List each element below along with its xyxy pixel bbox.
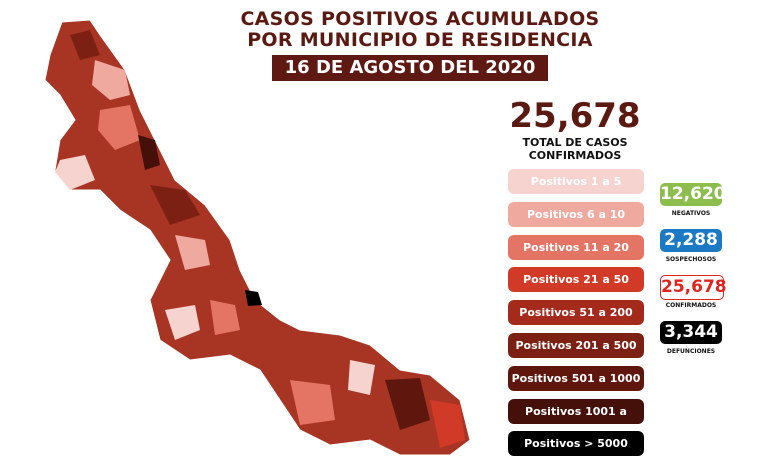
stat-label: CONFIRMADOS [665,302,717,309]
region [175,235,210,270]
region [290,380,335,425]
stat-value: 25,678 [660,275,727,300]
total-label: TOTAL DE CASOS [522,136,628,149]
legend-item: Positivos 51 a 200 [508,300,644,326]
legend-item: Positivos 501 a 1000 [508,365,644,391]
stat-value: 3,344 [660,321,722,344]
stat-label: SOSPECHOSOS [665,256,717,263]
legend-item: Positivos 201 a 500 [508,333,644,358]
legend-item: Positivos 1 a 5 [508,169,644,194]
region [138,135,160,170]
stat-label: DEFUNCIONES [666,348,716,355]
stat-label: NEGATIVOS [671,210,711,217]
region [98,105,140,150]
legend-item: Positivos > 5000 [508,431,644,457]
region [165,305,200,340]
date-banner: 16 DE AGOSTO DEL 2020 [272,55,548,81]
total-value: 25,678 [509,96,641,136]
region [92,60,130,100]
region [55,155,95,190]
total-label: CONFIRMADOS [528,149,622,162]
title: CASOS POSITIVOS ACUMULADOS [240,8,600,30]
region [430,400,465,448]
region [70,30,100,60]
region [385,378,430,430]
legend-item: Positivos 21 a 50 [508,267,644,293]
stat-value: 12,620 [660,183,726,206]
stat-value: 2,288 [660,229,722,252]
region [210,300,240,335]
region [348,360,375,395]
region [150,185,200,225]
legend-item: Positivos 6 a 10 [508,201,644,227]
map [44,19,471,456]
region [245,290,262,306]
title: POR MUNICIPIO DE RESIDENCIA [247,29,593,51]
legend-item: Positivos 1001 a 5000 [508,398,644,443]
legend-item: Positivos 11 a 20 [508,234,644,260]
